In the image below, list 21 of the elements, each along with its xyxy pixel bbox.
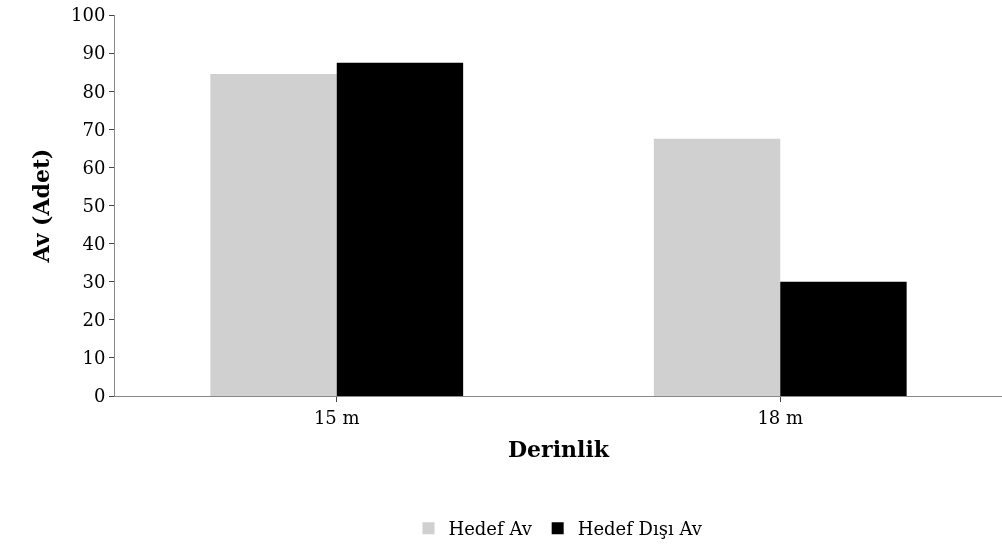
bar — [336, 62, 464, 396]
y-tick-label: 70 — [82, 118, 106, 140]
y-tick-label: 10 — [82, 347, 106, 369]
x-axis-title: Derinlik — [508, 436, 610, 463]
x-tick-label: 15 m — [313, 406, 360, 428]
bar — [780, 281, 907, 396]
bar — [653, 138, 781, 396]
y-tick-label: 50 — [82, 194, 106, 216]
y-tick-label: 20 — [82, 309, 106, 331]
y-tick-label: 60 — [82, 156, 106, 178]
y-tick-label: 100 — [71, 4, 106, 26]
legend-label: Hedef Av — [448, 518, 533, 540]
y-tick-label: 40 — [82, 232, 106, 254]
x-tick-label: 18 m — [757, 406, 804, 428]
y-tick-label: 80 — [82, 80, 106, 102]
y-tick-label: 30 — [82, 271, 106, 292]
y-tick-label: 90 — [82, 42, 106, 64]
bar — [210, 74, 337, 396]
y-tick-label: 0 — [93, 385, 106, 407]
legend-label: Hedef Dışı Av — [577, 518, 703, 540]
y-axis-title: Av (Adet) — [27, 148, 54, 264]
